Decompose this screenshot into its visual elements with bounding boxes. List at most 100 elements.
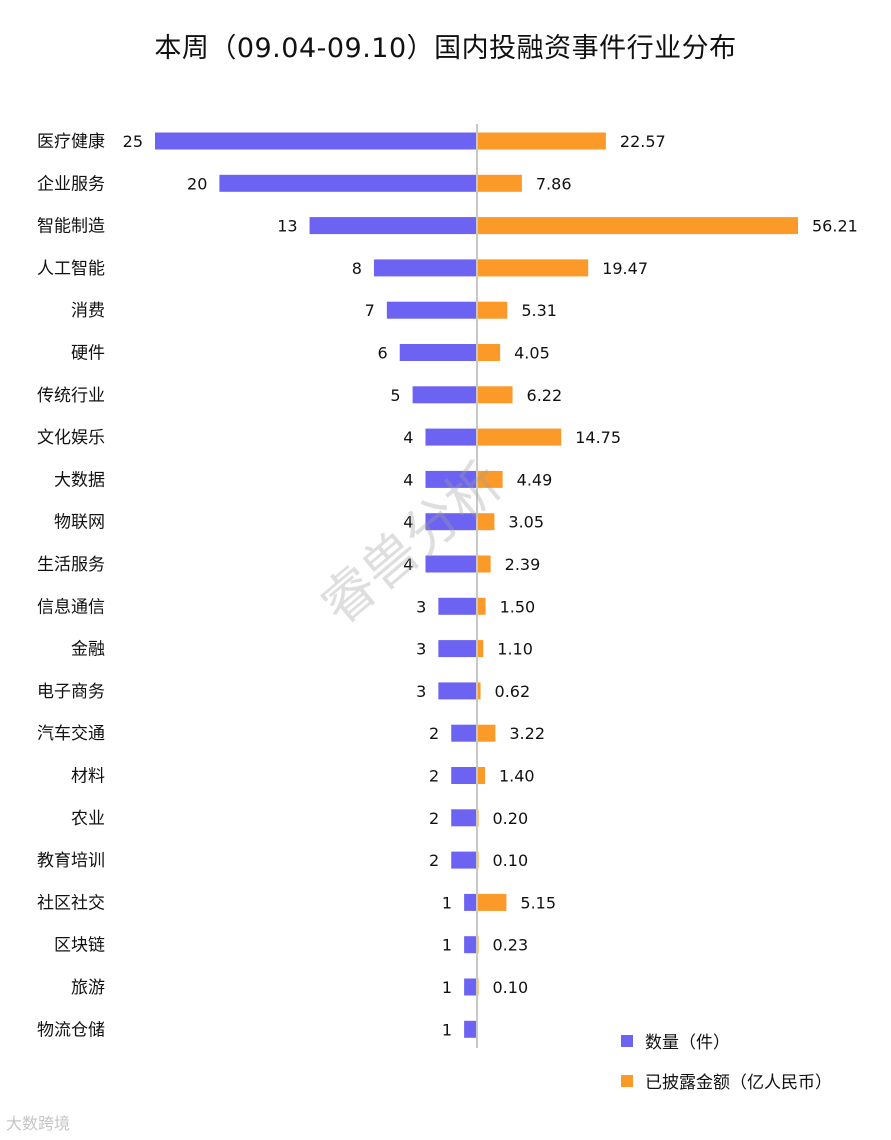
- amount-value-label: 3.05: [508, 513, 544, 532]
- amount-bar: [477, 555, 491, 573]
- category-label: 信息通信: [37, 597, 105, 617]
- amount-bar: [477, 217, 798, 235]
- category-label: 金融: [71, 640, 105, 660]
- category-label: 企业服务: [37, 174, 105, 194]
- amount-bar: [477, 767, 485, 784]
- legend-swatch-count: [621, 1035, 633, 1047]
- category-label: 区块链: [54, 936, 105, 956]
- count-bar: [451, 724, 477, 742]
- count-bar: [464, 1020, 477, 1038]
- count-bar: [219, 174, 477, 192]
- count-bar: [464, 978, 477, 996]
- count-value-label: 3: [416, 640, 426, 659]
- count-value-label: 4: [403, 428, 413, 447]
- category-label: 文化娱乐: [37, 428, 105, 448]
- category-label: 大数据: [54, 470, 105, 490]
- amount-value-label: 7.86: [536, 174, 572, 193]
- count-bar: [464, 936, 477, 954]
- amount-bar: [477, 428, 562, 446]
- legend-label-amount: 已披露金额（亿人民币）: [645, 1073, 832, 1093]
- count-bar: [425, 428, 477, 446]
- legend: 数量（件） 已披露金额（亿人民币）: [621, 1033, 832, 1093]
- count-value-label: 8: [352, 259, 362, 278]
- amount-bar: [477, 470, 503, 488]
- legend-label-count: 数量（件）: [645, 1033, 730, 1053]
- amount-bar: [477, 386, 513, 404]
- count-bar: [464, 893, 477, 911]
- amount-value-label: 19.47: [602, 259, 648, 278]
- category-label: 智能制造: [37, 217, 105, 237]
- count-value-label: 2: [429, 767, 439, 786]
- amount-bar: [477, 682, 481, 700]
- count-bar: [425, 513, 477, 531]
- amount-bar: [477, 893, 507, 911]
- chart-title: 本周（09.04-09.10）国内投融资事件行业分布: [154, 33, 737, 64]
- count-bar: [386, 301, 477, 319]
- category-label: 社区社交: [37, 893, 105, 913]
- amount-value-label: 0.62: [495, 682, 531, 701]
- amount-value-label: 2.39: [505, 555, 541, 574]
- amount-value-label: 1.10: [497, 640, 533, 659]
- count-bar: [451, 809, 477, 827]
- count-bar: [399, 344, 477, 361]
- amount-value-label: 3.22: [509, 724, 545, 743]
- category-label: 传统行业: [37, 386, 105, 406]
- count-value-label: 1: [442, 1020, 452, 1039]
- count-bar: [309, 217, 477, 235]
- count-value-label: 1: [442, 936, 452, 955]
- amount-bar: [477, 513, 495, 531]
- count-bar: [425, 555, 477, 573]
- category-label: 电子商务: [37, 682, 105, 702]
- count-bar: [451, 767, 477, 784]
- amount-bar: [477, 344, 501, 361]
- category-label: 物流仓储: [37, 1020, 105, 1040]
- count-value-label: 1: [442, 893, 452, 912]
- category-label: 汽车交通: [37, 724, 105, 744]
- count-bar: [451, 851, 477, 869]
- amount-value-label: 22.57: [620, 132, 666, 151]
- count-value-label: 3: [416, 597, 426, 616]
- amount-value-label: 4.49: [517, 470, 553, 489]
- count-bar: [438, 682, 477, 700]
- amount-value-label: 5.31: [521, 301, 557, 320]
- count-value-label: 1: [442, 978, 452, 997]
- category-labels: 医疗健康企业服务智能制造人工智能消费硬件传统行业文化娱乐大数据物联网生活服务信息…: [37, 132, 105, 1040]
- amount-bar: [477, 724, 496, 742]
- category-label: 医疗健康: [37, 132, 105, 152]
- count-value-label: 4: [403, 470, 413, 489]
- amount-value-label: 0.23: [493, 936, 529, 955]
- count-value-label: 5: [390, 386, 400, 405]
- count-bar: [438, 597, 477, 615]
- count-bar: [155, 132, 477, 150]
- count-value-label: 2: [429, 809, 439, 828]
- count-value-label: 2: [429, 724, 439, 743]
- amount-bar: [477, 174, 522, 192]
- amount-bar: [477, 301, 508, 319]
- category-label: 农业: [71, 809, 105, 829]
- amount-value-label: 56.21: [812, 217, 858, 236]
- category-label: 教育培训: [37, 851, 105, 871]
- category-label: 生活服务: [37, 555, 105, 575]
- amount-value-label: 14.75: [575, 428, 621, 447]
- count-value-label: 13: [277, 217, 297, 236]
- count-bar: [425, 470, 477, 488]
- amount-value-label: 5.15: [520, 893, 556, 912]
- category-label: 旅游: [71, 978, 105, 998]
- count-value-label: 7: [365, 301, 375, 320]
- amount-value-label: 4.05: [514, 344, 550, 363]
- count-value-label: 4: [403, 513, 413, 532]
- amount-bar: [477, 132, 606, 150]
- count-bar: [373, 259, 477, 277]
- count-value-label: 6: [378, 344, 388, 363]
- amount-bar: [477, 640, 484, 658]
- amount-value-label: 6.22: [527, 386, 563, 405]
- count-value-label: 2: [429, 851, 439, 870]
- category-label: 物联网: [54, 513, 105, 533]
- amount-value-label: 0.20: [493, 809, 529, 828]
- amount-bar: [477, 259, 589, 277]
- category-label: 硬件: [71, 344, 105, 364]
- amount-value-label: 1.40: [499, 767, 535, 786]
- category-label: 人工智能: [37, 259, 105, 279]
- count-value-label: 4: [403, 555, 413, 574]
